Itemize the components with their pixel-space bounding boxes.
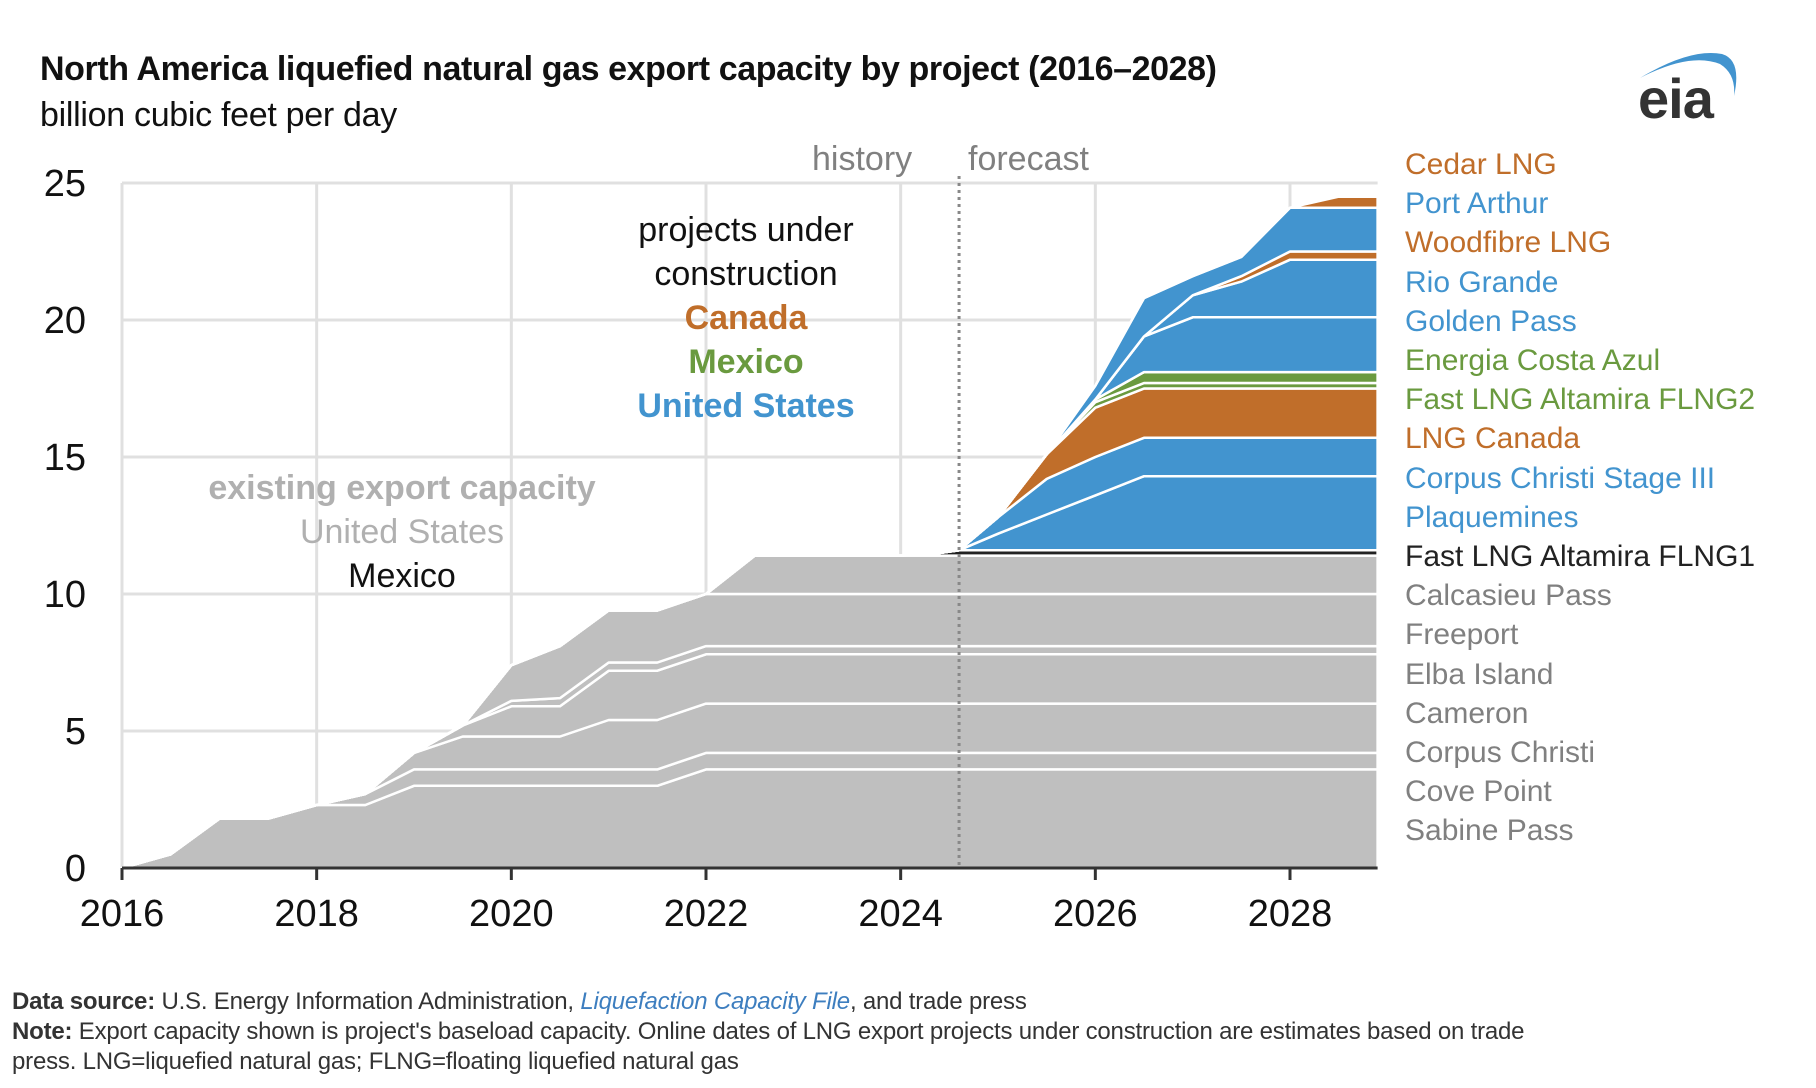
source-label: Data source:	[12, 988, 155, 1015]
note-line-2: press. LNG=liquefied natural gas; FLNG=f…	[12, 1048, 739, 1075]
legend-item-calcasieu-pass: Calcasieu Pass	[1405, 579, 1612, 613]
eia-logo-text: eia	[1638, 67, 1714, 130]
source-link[interactable]: Liquefaction Capacity File	[580, 988, 850, 1015]
legend-item-fast-lng-altamira-flng1: Fast LNG Altamira FLNG1	[1405, 540, 1756, 573]
y-tick-label: 0	[65, 848, 86, 890]
legend-item-plaquemines: Plaquemines	[1405, 500, 1579, 534]
y-tick-label: 25	[44, 163, 86, 205]
legend-item-cove-point: Cove Point	[1405, 775, 1552, 809]
legend-item-rio-grande: Rio Grande	[1405, 265, 1559, 299]
us-group-label: United States	[637, 387, 855, 425]
chart-subtitle: billion cubic feet per day	[40, 96, 397, 134]
x-tick-label: 2016	[80, 893, 165, 935]
note-label: Note:	[12, 1018, 73, 1045]
stacked-areas	[120, 195, 1379, 870]
area-sabine-pass	[120, 768, 1379, 870]
chart-area: 2016 2018 2020 2022 2024 2026 2028 0 5 10 15 20 25	[44, 163, 1379, 935]
existing-title: existing export capacity	[208, 469, 596, 507]
existing-us-label: United States	[299, 513, 505, 551]
legend-item-freeport: Freeport	[1405, 618, 1519, 652]
canada-group-label: Canada	[684, 299, 808, 337]
y-tick-label: 15	[44, 437, 86, 479]
forecast-label: forecast	[968, 140, 1089, 178]
legend-item-corpus-christi-stage-iii: Corpus Christi Stage III	[1405, 461, 1716, 495]
legend-item-lng-canada: LNG Canada	[1405, 422, 1581, 456]
data-source-note: Data source: U.S. Energy Information Adm…	[12, 988, 1027, 1016]
axes	[120, 176, 1378, 880]
mexico-group-label: Mexico	[688, 343, 804, 381]
source-text: U.S. Energy Information Administration,	[161, 988, 574, 1015]
y-tick-label: 10	[44, 574, 86, 616]
note-text-1: Export capacity shown is project's basel…	[78, 1018, 1525, 1045]
history-label: history	[812, 140, 913, 178]
existing-mexico-label: Mexico	[348, 557, 456, 595]
source-text-end: , and trade press	[849, 988, 1027, 1015]
legend-item-golden-pass: Golden Pass	[1405, 304, 1577, 338]
under-construction-label: projects under construction Canada Mexic…	[606, 208, 886, 428]
area-cedar-lng	[120, 195, 1379, 870]
y-tick-label: 20	[44, 300, 86, 342]
legend-item-energia-costa-azul: Energia Costa Azul	[1405, 344, 1661, 377]
legend-item-cameron: Cameron	[1405, 696, 1529, 730]
legend-item-sabine-pass: Sabine Pass	[1405, 814, 1574, 848]
x-tick-label: 2022	[664, 893, 749, 935]
x-tick-label: 2020	[469, 893, 554, 935]
tick-labels: 2016 2018 2020 2022 2024 2026 2028 0 5 10 15 20 25	[44, 163, 1333, 935]
x-tick-label: 2018	[274, 893, 359, 935]
legend-item-cedar-lng: Cedar LNG	[1405, 148, 1557, 181]
legend-item-corpus-christi: Corpus Christi	[1405, 736, 1596, 769]
x-tick-label: 2028	[1248, 893, 1333, 935]
eia-arc-icon	[1640, 53, 1737, 96]
eia-logo: eia	[1630, 44, 1750, 134]
chart-title: North America liquefied natural gas expo…	[40, 50, 1217, 88]
existing-capacity-label: existing export capacity United States M…	[162, 466, 642, 598]
y-tick-label: 5	[65, 711, 86, 753]
x-tick-label: 2024	[858, 893, 943, 935]
note-line-1: Note: Export capacity shown is project's…	[12, 1018, 1525, 1046]
legend-item-woodfibre-lng: Woodfibre LNG	[1405, 226, 1612, 260]
legend-item-fast-lng-altamira-flng2: Fast LNG Altamira FLNG2	[1405, 383, 1756, 417]
legend-item-port-arthur: Port Arthur	[1405, 187, 1549, 221]
legend-item-elba-island: Elba Island	[1405, 657, 1554, 691]
under-construction-line2: construction	[654, 255, 838, 293]
x-tick-label: 2026	[1053, 893, 1138, 935]
under-construction-line1: projects under	[638, 211, 854, 249]
